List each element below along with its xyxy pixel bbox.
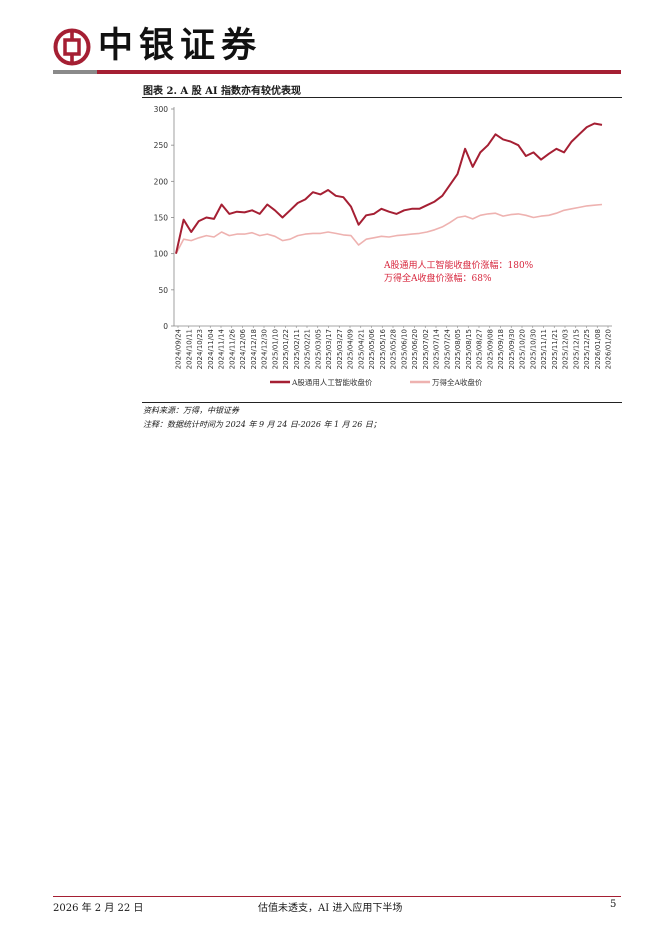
x-tick-label: 2025/04/09 — [347, 329, 355, 369]
x-tick-label: 2025/11/21 — [551, 329, 559, 369]
x-tick-label: 2025/12/03 — [562, 329, 570, 369]
x-tick-label: 2025/08/27 — [476, 329, 484, 369]
x-tick-label: 2025/07/02 — [422, 329, 430, 369]
x-tick-label: 2025/06/20 — [411, 329, 419, 369]
x-tick-label: 2024/10/23 — [196, 329, 204, 369]
x-tick-label: 2025/05/28 — [390, 329, 398, 369]
chart-annotation: A股通用人工智能收盘价涨幅：180% — [383, 259, 534, 271]
x-tick-label: 2024/11/14 — [218, 328, 226, 369]
chart-annotation: 万得全A收盘价涨幅：68% — [384, 272, 492, 284]
x-tick-label: 2025/01/10 — [271, 329, 279, 369]
x-tick-label: 2025/03/27 — [336, 329, 344, 369]
x-tick-label: 2024/12/06 — [239, 328, 247, 369]
series-line-wind-all-a — [175, 203, 603, 255]
x-tick-label: 2024/12/30 — [261, 329, 269, 369]
x-tick-label: 2025/05/16 — [379, 328, 387, 369]
x-tick-label: 2025/07/14 — [433, 328, 441, 369]
x-tick-label: 2025/10/30 — [529, 329, 537, 369]
y-tick-label: 250 — [154, 141, 169, 150]
bank-of-china-logo-icon — [53, 28, 91, 66]
y-tick-label: 200 — [154, 177, 169, 186]
footer-rule — [53, 896, 621, 897]
x-tick-label: 2025/08/05 — [454, 329, 462, 369]
x-tick-label: 2025/12/25 — [583, 329, 591, 369]
x-tick-label: 2025/05/06 — [368, 328, 376, 369]
figure-bottom-rule — [142, 402, 622, 403]
x-tick-label: 2024/09/24 — [175, 328, 183, 369]
x-tick-label: 2025/04/21 — [357, 329, 365, 369]
x-tick-label: 2024/11/26 — [228, 328, 236, 369]
x-tick-label: 2025/03/17 — [325, 329, 333, 369]
y-tick-label: 0 — [163, 322, 168, 331]
x-tick-label: 2025/09/18 — [497, 329, 505, 369]
x-tick-label: 2024/11/04 — [207, 328, 215, 369]
x-tick-label: 2025/10/20 — [519, 329, 527, 369]
x-tick-label: 2026/01/20 — [605, 329, 613, 369]
figure-title: 图表 2. A 股 AI 指数亦有较优表现 — [143, 86, 302, 97]
x-tick-label: 2025/07/24 — [443, 328, 451, 369]
page-number: 5 — [610, 899, 617, 910]
x-tick-label: 2025/01/22 — [282, 329, 290, 369]
footer-report-title: 估值未透支，AI 进入应用下半场 — [258, 903, 403, 914]
x-tick-label: 2025/12/15 — [572, 329, 580, 369]
figure-source: 资料来源：万得，中银证券 — [143, 406, 239, 415]
page-header: 中银证券 — [0, 0, 662, 80]
header-rule-gray — [53, 70, 97, 74]
x-tick-label: 2025/02/11 — [293, 329, 301, 369]
figure-top-rule — [142, 97, 622, 98]
x-tick-label: 2025/11/11 — [540, 329, 548, 369]
y-tick-label: 50 — [158, 286, 168, 295]
x-tick-label: 2024/10/11 — [185, 329, 193, 369]
figure-note: 注释：数据统计时间为 2024 年 9 月 24 日-2026 年 1 月 26… — [143, 420, 381, 429]
legend-label: 万得全A收盘价 — [432, 377, 483, 387]
x-tick-label: 2025/02/21 — [304, 329, 312, 369]
brand-name: 中银证券 — [98, 25, 263, 66]
y-tick-label: 150 — [154, 214, 169, 223]
x-tick-label: 2025/09/08 — [486, 329, 494, 369]
y-tick-label: 300 — [154, 105, 169, 114]
series-line-ai-index — [175, 122, 603, 254]
x-tick-label: 2024/12/18 — [250, 329, 258, 369]
x-tick-label: 2025/03/05 — [314, 329, 322, 369]
x-tick-label: 2026/01/08 — [594, 329, 602, 369]
x-tick-label: 2025/06/10 — [400, 329, 408, 369]
legend-label: A股通用人工智能收盘价 — [291, 377, 373, 387]
header-rule-red — [97, 70, 621, 74]
y-tick-label: 100 — [154, 250, 169, 259]
footer-date: 2026 年 2 月 22 日 — [53, 903, 144, 914]
x-tick-label: 2025/08/15 — [465, 329, 473, 369]
x-tick-label: 2025/09/30 — [508, 329, 516, 369]
